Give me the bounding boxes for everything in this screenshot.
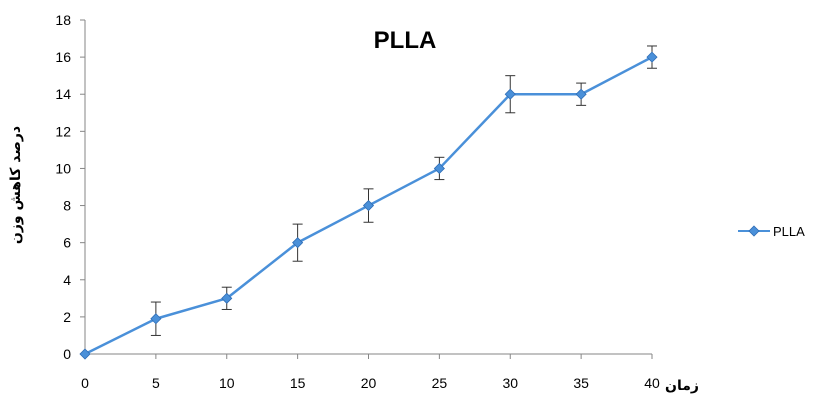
y-tick-label: 18: [55, 12, 71, 28]
x-tick-label: 5: [152, 375, 160, 391]
x-tick-label: 30: [502, 375, 518, 391]
y-tick-label: 16: [55, 49, 71, 65]
legend: PLLA: [738, 224, 805, 239]
y-tick-label: 8: [63, 198, 71, 214]
data-point: [150, 313, 162, 325]
data-point: [433, 162, 445, 175]
x-tick-label: 25: [432, 375, 448, 391]
y-tick-label: 4: [63, 272, 71, 288]
data-point: [292, 237, 304, 249]
x-tick-label: 15: [290, 375, 306, 391]
legend-label: PLLA: [773, 224, 805, 239]
y-tick-label: 2: [63, 309, 71, 325]
x-tick-label: 0: [81, 375, 89, 391]
data-point: [575, 88, 587, 100]
y-tick-label: 12: [55, 123, 71, 139]
x-axis-label: زمان: [665, 378, 699, 394]
x-tick-label: 35: [573, 375, 589, 391]
x-tick-label: 40: [644, 375, 660, 391]
data-point: [504, 88, 516, 100]
data-point: [362, 199, 375, 212]
y-tick-label: 14: [55, 86, 71, 102]
data-point: [646, 51, 658, 63]
series-layer: [79, 45, 658, 360]
y-axis-label: درصد کاهش وزن: [8, 126, 24, 244]
data-point: [79, 348, 91, 360]
y-tick-label: 10: [55, 160, 71, 176]
x-tick-label: 20: [361, 375, 377, 391]
x-axis-ticks: 0 5 10 15 20 25 30 35 40: [81, 354, 660, 391]
legend-marker: [748, 225, 760, 237]
y-tick-label: 0: [63, 346, 71, 362]
chart-title: PLLA: [374, 27, 437, 54]
data-point: [221, 292, 233, 304]
y-tick-label: 6: [63, 235, 71, 251]
y-axis-ticks: 0 2 4 6 8 10 12 14 16 18: [55, 12, 85, 362]
x-tick-label: 10: [219, 375, 235, 391]
